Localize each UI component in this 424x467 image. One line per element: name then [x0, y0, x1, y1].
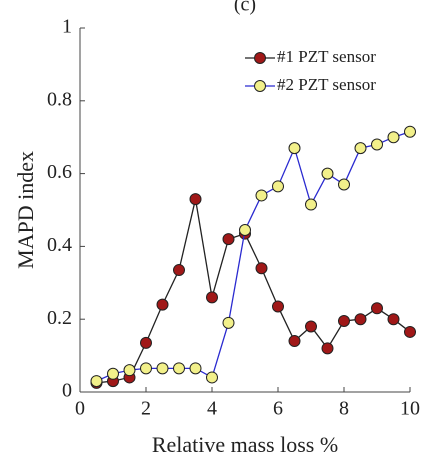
marker [255, 262, 268, 275]
marker [206, 371, 218, 384]
y-tick-label: 0.4 [47, 234, 72, 256]
x-tick-label: 8 [339, 398, 349, 420]
marker [140, 336, 152, 349]
marker [305, 320, 317, 333]
y-tick-label: 0.6 [47, 161, 72, 183]
legend-marker [254, 80, 266, 92]
y-tick-label: 1 [62, 16, 72, 38]
x-tick-label: 2 [141, 398, 151, 420]
legend-label: #1 PZT sensor [277, 47, 376, 66]
marker [321, 342, 334, 355]
marker [288, 142, 301, 155]
marker [206, 291, 218, 304]
y-tick-label: 0.8 [47, 88, 72, 110]
marker [140, 362, 152, 375]
marker [156, 362, 169, 375]
marker [305, 198, 317, 211]
y-axis-label: MAPD index [13, 151, 38, 269]
marker [107, 367, 119, 380]
marker [404, 325, 416, 338]
marker [222, 233, 235, 246]
series-line [96, 198, 411, 384]
y-tick-label: 0.2 [47, 307, 72, 329]
y-tick-label: 0 [62, 380, 72, 402]
chart-title: (c) [234, 0, 256, 16]
marker [156, 298, 169, 311]
marker [288, 335, 301, 348]
legend-marker [254, 52, 266, 64]
marker [123, 364, 136, 377]
x-tick-label: 0 [75, 398, 85, 420]
marker [387, 313, 400, 326]
x-tick-label: 6 [273, 398, 283, 420]
marker [222, 316, 235, 329]
x-tick-label: 4 [207, 398, 217, 420]
marker [239, 224, 251, 237]
marker [321, 167, 334, 180]
marker [338, 178, 350, 191]
marker [173, 362, 185, 375]
x-tick-label: 10 [400, 398, 420, 420]
x-axis-label: Relative mass loss % [152, 432, 338, 457]
marker [189, 193, 202, 206]
marker [354, 142, 367, 155]
marker [272, 180, 284, 193]
marker [189, 362, 202, 375]
marker [90, 375, 103, 388]
marker [404, 125, 416, 138]
marker [371, 302, 383, 315]
marker [354, 313, 367, 326]
marker [272, 300, 284, 313]
marker [255, 189, 268, 202]
legend-label: #2 PZT sensor [277, 75, 376, 94]
marker [387, 131, 400, 144]
marker [338, 315, 350, 328]
marker [173, 264, 185, 277]
marker [371, 138, 383, 151]
